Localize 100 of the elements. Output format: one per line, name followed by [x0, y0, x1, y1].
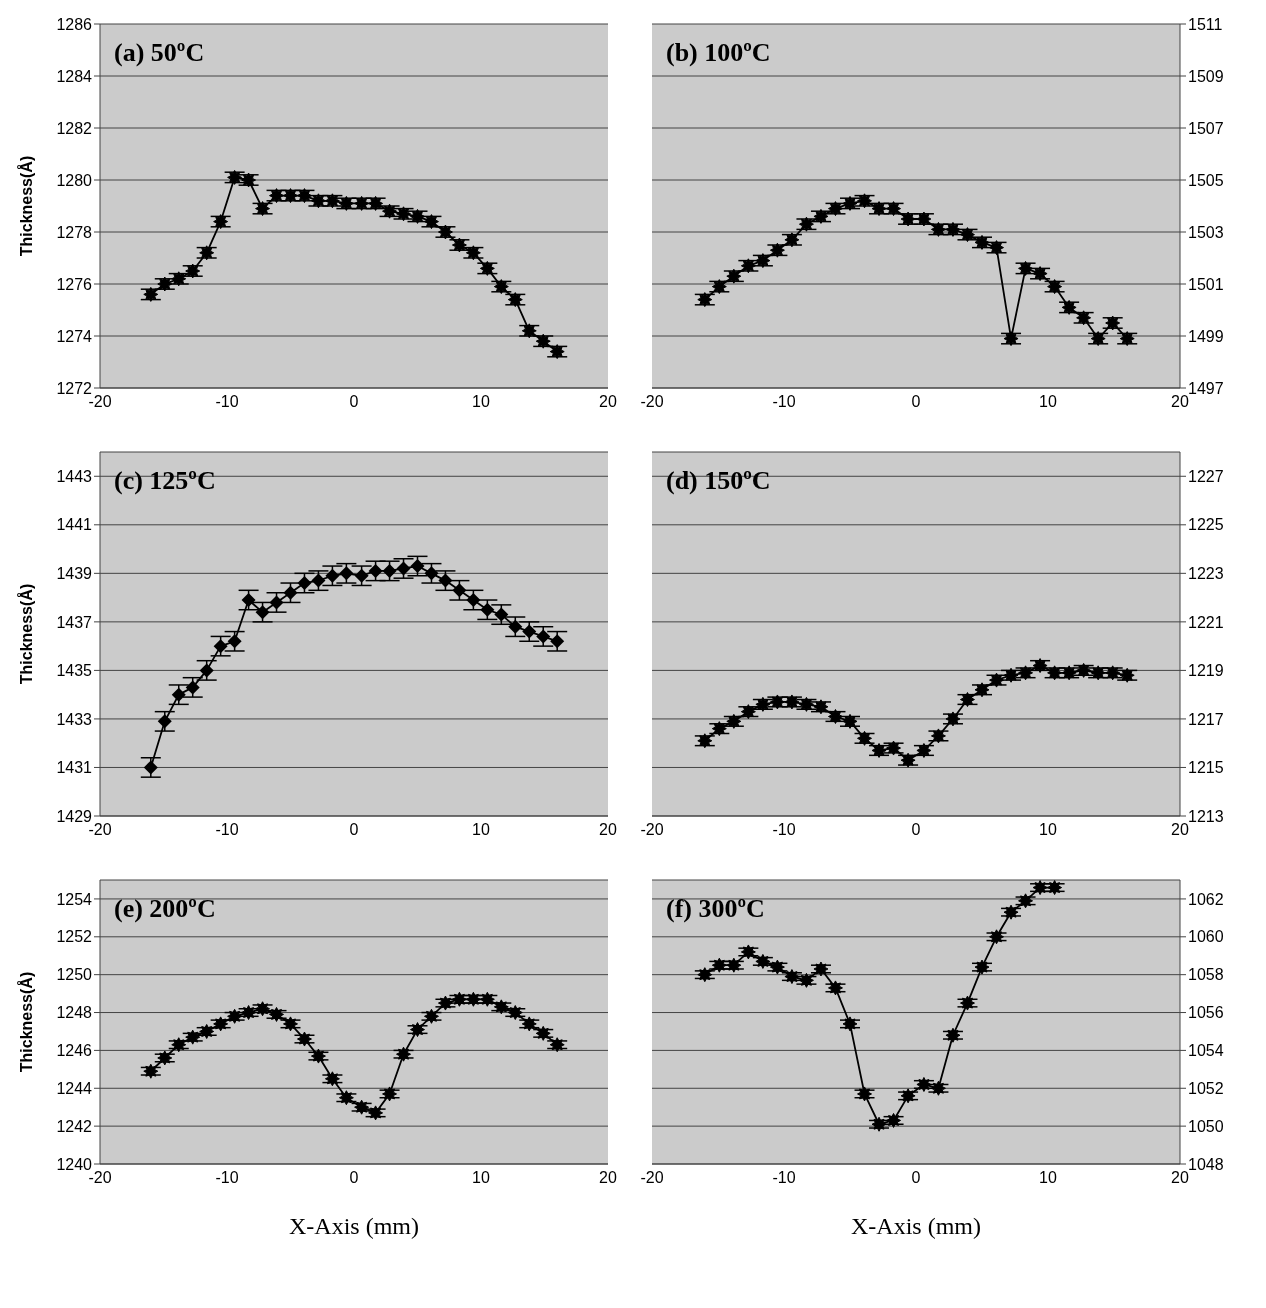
y-tick-label: 1439 [56, 565, 93, 583]
x-tick-label: -10 [215, 821, 239, 839]
point [521, 323, 537, 339]
point [382, 1086, 398, 1102]
point [185, 1029, 201, 1045]
y2-tick-label: 1227 [1188, 467, 1224, 485]
point [1018, 893, 1034, 909]
y2-tick-label: 1505 [1188, 171, 1224, 189]
point [521, 1016, 537, 1032]
point [989, 672, 1005, 688]
point [410, 1022, 425, 1038]
point [740, 258, 756, 274]
point [465, 245, 481, 261]
point [798, 216, 814, 232]
point [886, 1112, 902, 1128]
point [283, 188, 298, 204]
point [479, 260, 495, 276]
annotation: (e) 200ºC [114, 894, 216, 924]
point [382, 203, 398, 219]
y2-tick-label: 1056 [1188, 1004, 1224, 1022]
x-tick-label: 20 [1171, 1169, 1189, 1187]
point [324, 1071, 340, 1087]
annotation: (a) 50ºC [114, 38, 205, 68]
point [354, 1099, 370, 1115]
y2-tick-label: 1217 [1188, 710, 1224, 728]
point [368, 1105, 384, 1121]
point [396, 1046, 412, 1062]
point [410, 208, 425, 224]
y-tick-label: 1286 [56, 15, 93, 33]
x-axis-title: X-Axis (mm) [851, 1213, 981, 1239]
y2-tick-label: 1213 [1188, 807, 1224, 825]
y-tick-label: 1252 [56, 928, 93, 946]
x-tick-label: -10 [215, 1169, 239, 1187]
point [171, 1037, 187, 1053]
point [227, 1008, 243, 1024]
x-tick-label: -10 [772, 821, 796, 839]
point [711, 957, 727, 973]
point [199, 1023, 215, 1039]
point [827, 980, 843, 996]
y-tick-label: 1437 [56, 613, 93, 631]
point [241, 172, 257, 188]
annotation: (d) 150ºC [666, 466, 771, 496]
point [857, 193, 873, 209]
y2-tick-label: 1509 [1188, 67, 1224, 85]
point [798, 972, 814, 988]
point [827, 201, 843, 217]
point [959, 995, 975, 1011]
point [171, 271, 187, 287]
y-tick-label: 1280 [56, 171, 93, 189]
point [437, 224, 453, 240]
y2-tick-label: 1058 [1188, 966, 1224, 984]
point [740, 944, 756, 960]
y-axis-title: Thickness(Å) [16, 155, 35, 257]
y-tick-label: 1441 [56, 516, 93, 534]
x-tick-label: 20 [1171, 821, 1189, 839]
y2-tick-label: 1507 [1188, 119, 1224, 137]
x-tick-label: 0 [911, 1169, 921, 1187]
x-tick-label: 10 [472, 821, 490, 839]
y2-tick-label: 1511 [1188, 15, 1223, 33]
x-tick-label: -20 [640, 393, 664, 411]
point [255, 1001, 271, 1017]
y2-tick-label: 1052 [1188, 1079, 1224, 1097]
point [296, 1031, 312, 1047]
point [1047, 279, 1063, 295]
point [857, 730, 873, 746]
y2-tick-label: 1062 [1188, 890, 1224, 908]
y-tick-label: 1254 [56, 890, 93, 908]
x-tick-label: 10 [1039, 1169, 1057, 1187]
point [711, 721, 727, 737]
point [255, 201, 271, 217]
x-tick-label: -10 [215, 393, 239, 411]
point [1076, 310, 1092, 326]
point [310, 1048, 326, 1064]
x-tick-label: -20 [640, 821, 664, 839]
point [310, 193, 326, 209]
point [451, 237, 467, 253]
point [465, 991, 481, 1007]
y2-tick-label: 1503 [1188, 223, 1224, 241]
y2-tick-label: 1221 [1188, 613, 1224, 631]
x-tick-label: 0 [349, 821, 359, 839]
point [269, 1006, 285, 1022]
point [1047, 665, 1063, 681]
y2-tick-label: 1219 [1188, 662, 1224, 680]
point [283, 1016, 298, 1032]
y-tick-label: 1284 [56, 67, 93, 85]
y-axis-title: Thickness(Å) [16, 971, 35, 1073]
point [199, 245, 215, 261]
point [930, 1080, 946, 1096]
point [437, 995, 453, 1011]
point [213, 214, 229, 230]
y-tick-label: 1433 [56, 710, 93, 728]
x-tick-label: 0 [349, 1169, 359, 1187]
point [959, 692, 975, 708]
x-tick-label: 10 [1039, 821, 1057, 839]
y2-tick-label: 1225 [1188, 516, 1224, 534]
point [185, 263, 201, 279]
y2-tick-label: 1048 [1188, 1155, 1224, 1173]
x-tick-label: 0 [911, 393, 921, 411]
point [213, 1016, 229, 1032]
point [269, 188, 285, 204]
